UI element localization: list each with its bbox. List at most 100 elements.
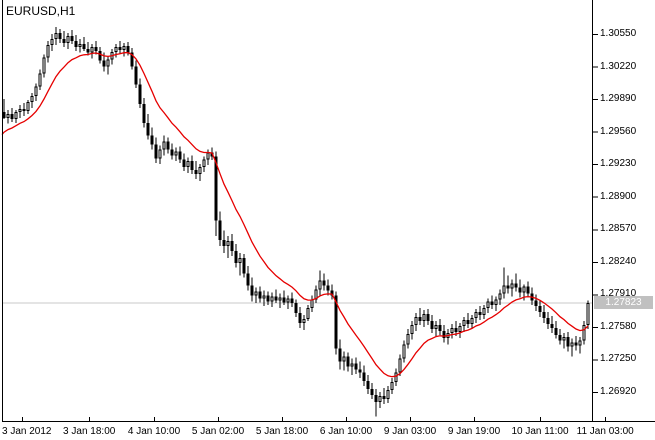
candle-body	[194, 170, 198, 175]
candle-body	[234, 250, 238, 263]
candle-body	[126, 45, 130, 53]
candle-wick	[123, 42, 125, 57]
candle-body	[358, 369, 362, 373]
candle-body	[542, 312, 546, 319]
candle-body-core	[395, 373, 397, 382]
candle-body-core	[459, 326, 461, 331]
candle-body-core	[239, 258, 241, 262]
candle-body	[166, 141, 170, 150]
candle-body-core	[319, 281, 321, 289]
time-axis-label: 9 Jan 19:00	[447, 426, 501, 437]
price-axis-label: 1.27910	[600, 288, 637, 300]
candle-body-core	[351, 364, 353, 366]
candle-body-core	[15, 112, 17, 118]
candle-body-core	[227, 242, 229, 246]
candle-body-core	[7, 114, 9, 117]
candle-body	[62, 38, 66, 43]
candle-body	[146, 122, 150, 136]
candle-body-core	[343, 357, 345, 361]
candle-body	[558, 334, 562, 341]
candle-body-core	[387, 391, 389, 398]
candle-body-core	[379, 396, 381, 401]
candle-body	[246, 273, 250, 286]
candle-body-core	[503, 286, 505, 293]
candle-body-core	[411, 325, 413, 333]
candle-body-core	[471, 319, 473, 323]
candle-wick	[275, 289, 277, 304]
time-axis-label: 5 Jan 18:00	[255, 426, 309, 437]
candle-body	[546, 318, 550, 324]
candle-body	[534, 300, 538, 307]
candle-body	[426, 314, 430, 321]
candle-body	[330, 290, 334, 296]
time-axis-label: 3 Jan 18:00	[63, 426, 116, 437]
candle-body	[466, 320, 470, 324]
candle-body	[94, 46, 98, 51]
price-axis-label: 1.29890	[600, 93, 637, 105]
candle-body	[242, 257, 246, 274]
candle-body-core	[403, 345, 405, 358]
candle-body	[10, 113, 14, 119]
candle-body-core	[19, 109, 21, 111]
candle-body-core	[163, 142, 165, 149]
candle-body-core	[187, 162, 189, 167]
candle-body	[22, 108, 26, 111]
candle-body-core	[107, 60, 109, 66]
candle-body	[550, 323, 554, 328]
candle-body-core	[495, 300, 497, 305]
candle-body	[118, 46, 122, 50]
candle-body	[442, 330, 446, 338]
candle-body	[294, 303, 298, 314]
candle-body-core	[287, 299, 289, 302]
candle-body	[370, 389, 374, 395]
candle-body	[274, 296, 278, 301]
candle-body-core	[475, 313, 477, 318]
time-axis-label: 9 Jan 03:00	[383, 426, 437, 437]
candle-body	[382, 395, 386, 399]
candle-body	[334, 295, 338, 349]
candle-body-core	[435, 325, 437, 328]
price-axis-label: 1.27580	[600, 320, 637, 332]
candle-body-core	[91, 47, 93, 52]
candle-body-core	[499, 294, 501, 299]
candle-body	[130, 52, 134, 67]
candle-body	[178, 151, 182, 160]
time-axis-label: 10 Jan 11:00	[511, 426, 569, 437]
candle-wick	[419, 308, 421, 325]
candle-body	[86, 48, 90, 53]
candle-body	[258, 291, 262, 299]
candle-wick	[227, 236, 229, 258]
symbol-timeframe-label: EURUSD,H1	[6, 4, 76, 18]
candle-body	[134, 66, 138, 85]
candle-body	[574, 342, 578, 346]
candle-body	[518, 287, 522, 293]
price-axis-label: 1.27250	[600, 353, 637, 365]
candle-body	[170, 149, 174, 156]
candle-body-core	[115, 47, 117, 51]
candle-body	[98, 50, 102, 61]
candle-body	[506, 285, 510, 289]
candle-body-core	[463, 321, 465, 325]
candle-body-core	[175, 152, 177, 155]
candle-body-core	[79, 44, 81, 46]
candle-body-core	[423, 315, 425, 320]
candle-wick	[515, 273, 517, 292]
candle-body-core	[483, 309, 485, 315]
candle-body-core	[451, 328, 453, 332]
candle-body-core	[307, 309, 309, 319]
candle-body-core	[391, 383, 393, 390]
candle-body	[82, 43, 86, 49]
time-axis-label: 4 Jan 10:00	[127, 426, 181, 437]
candle-body-core	[311, 300, 313, 308]
candle-body-core	[27, 103, 29, 110]
candle-body	[322, 280, 326, 286]
candle-body	[362, 372, 366, 382]
time-axis-label: 11 Jan 03:00	[576, 426, 634, 437]
candle-body	[190, 161, 194, 171]
candle-body	[478, 312, 482, 316]
time-axis-label: 6 Jan 10:00	[319, 426, 373, 437]
price-axis-label: 1.30220	[600, 60, 637, 72]
candle-body	[70, 35, 74, 41]
